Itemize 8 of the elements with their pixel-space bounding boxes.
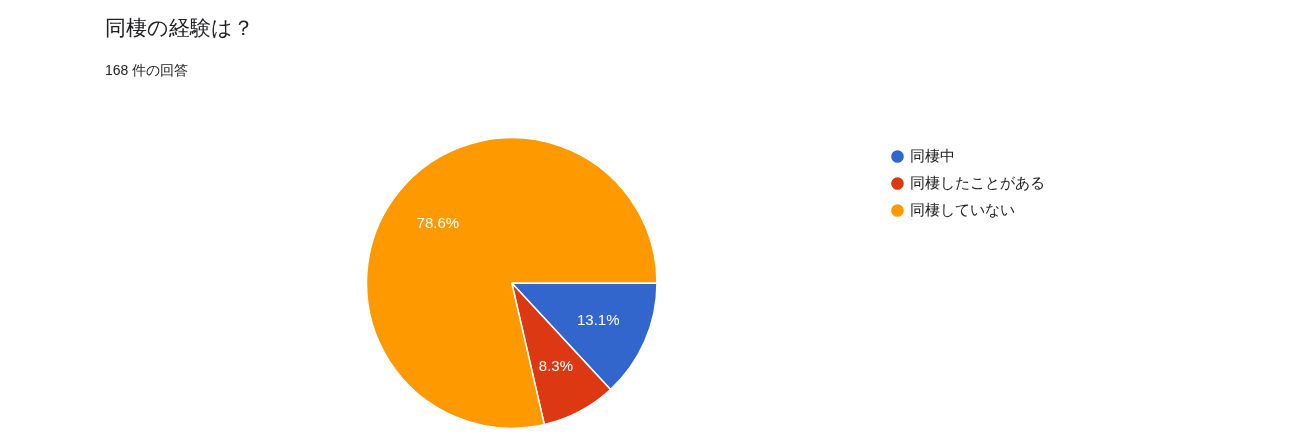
text: 同棲の経験は？ xyxy=(105,15,254,41)
data-label: 8.3% xyxy=(538,356,574,374)
legend-label: 同棲していない xyxy=(910,200,1015,218)
data-label: 78.6% xyxy=(416,214,460,232)
legend-label: 同棲したことがある xyxy=(910,173,1045,191)
text: 168 件の回答 xyxy=(105,62,189,80)
data-label: 13.1% xyxy=(577,310,620,328)
legend-label: 同棲中 xyxy=(910,146,955,164)
